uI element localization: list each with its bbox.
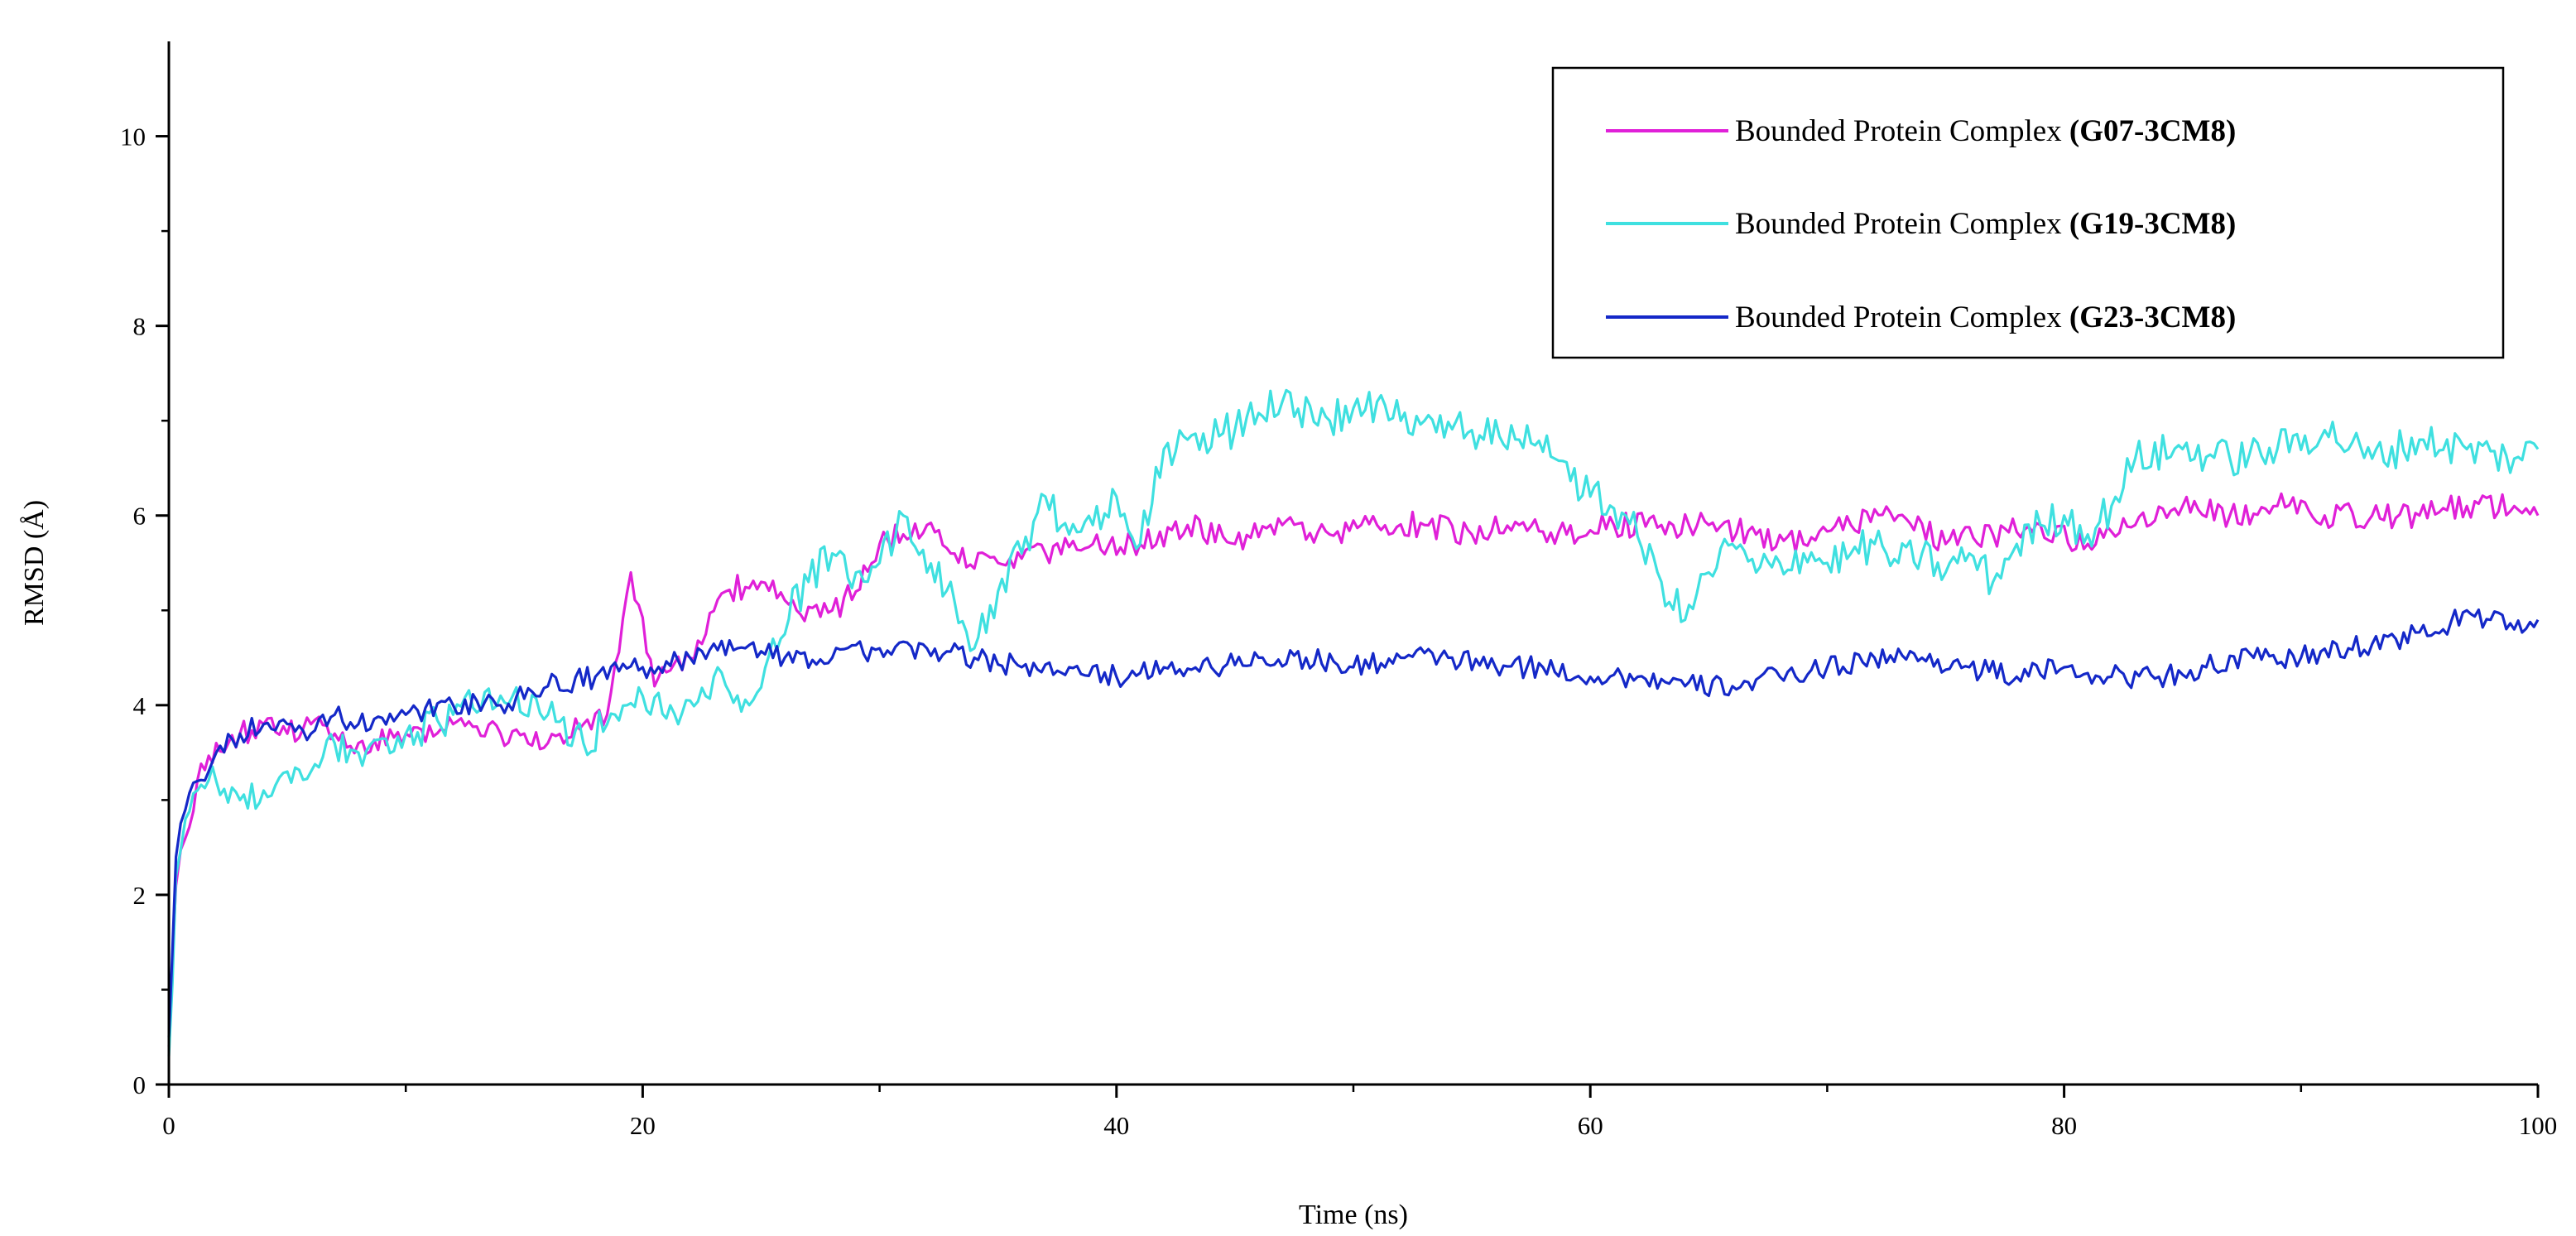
legend-label-3: Bounded Protein Complex (G23-3CM8) [1735, 301, 2236, 334]
y-tick-label-4: 4 [133, 691, 147, 720]
y-tick-label-6: 6 [133, 502, 147, 531]
series-line-2 [167, 388, 2540, 1056]
legend-label-id-2: (G19-3CM8) [2069, 207, 2236, 241]
x-tick-label-100: 100 [2519, 1111, 2558, 1140]
legend-label-id-3: (G23-3CM8) [2069, 301, 2236, 334]
y-tick-label-10: 10 [120, 123, 146, 151]
legend-items: Bounded Protein Complex (G07-3CM8)Bounde… [1606, 114, 2236, 334]
x-tick-label-40: 40 [1103, 1111, 1129, 1140]
legend-label-2: Bounded Protein Complex (G19-3CM8) [1735, 207, 2236, 241]
x-axis-title: Time (ns) [1299, 1200, 1408, 1230]
x-tick-label-0: 0 [162, 1111, 175, 1140]
legend-label-prefix-3: Bounded Protein Complex [1735, 301, 2069, 334]
series-layer [167, 388, 2540, 1056]
y-tick-label-0: 0 [133, 1070, 147, 1099]
ticks-layer: 0 20 40 60 80 100 0 2 4 6 8 10 [120, 123, 2557, 1140]
legend-label-id-1: (G07-3CM8) [2069, 114, 2236, 148]
y-tick-label-2: 2 [133, 881, 147, 910]
legend-label-prefix-1: Bounded Protein Complex [1735, 114, 2069, 148]
y-axis-title: RMSD (Å) [19, 500, 50, 626]
legend: Bounded Protein Complex (G07-3CM8)Bounde… [1551, 66, 2505, 359]
x-tick-label-80: 80 [2051, 1111, 2077, 1140]
y-tick-label-8: 8 [133, 312, 147, 341]
legend-label-1: Bounded Protein Complex (G07-3CM8) [1735, 114, 2236, 148]
series-line-1 [167, 492, 2540, 1047]
series-line-3 [167, 608, 2540, 1037]
x-tick-label-20: 20 [630, 1111, 656, 1140]
x-tick-label-60: 60 [1578, 1111, 1603, 1140]
legend-label-prefix-2: Bounded Protein Complex [1735, 207, 2069, 241]
legend-box [1551, 66, 2505, 359]
